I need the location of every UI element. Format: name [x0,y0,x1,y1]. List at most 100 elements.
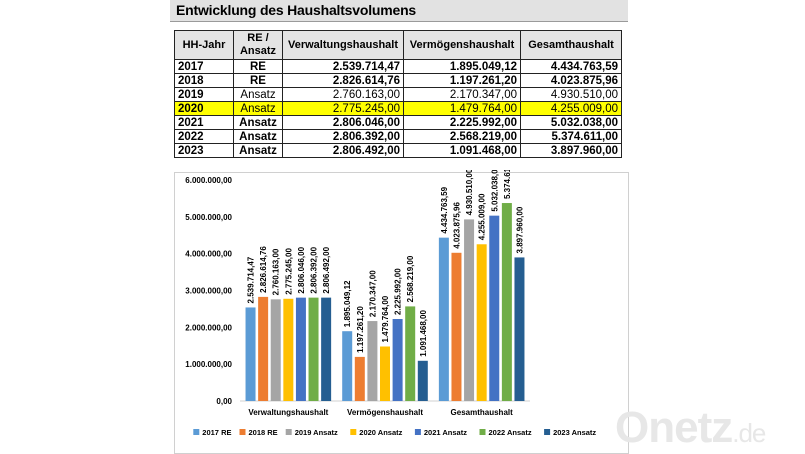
y-tick-label: 6.000.000,00 [185,176,232,185]
table-header-row: HH-Jahr RE / Ansatz Verwaltungshaushalt … [174,30,622,60]
table-row-highlighted: 2020 Ansatz 2.775.245,00 1.479.764,00 4.… [174,101,622,116]
data-label: 2.826.614,76 [259,246,268,293]
data-label: 5.032.038,00 [490,170,499,212]
cell-gesamt: 5.032.038,00 [520,115,622,130]
data-label: 1.479.764,00 [381,295,390,342]
x-category-label: Verwaltungshaushalt [248,408,328,417]
legend-swatch [544,429,551,435]
data-label: 2.775.245,00 [284,248,293,295]
y-tick-label: 3.000.000,00 [185,287,232,296]
bar [245,307,256,401]
cell-vermoegen: 2.568.219,00 [403,129,521,144]
legend-entry: 2022 Ansatz [489,428,532,437]
data-label: 5.374.611,00 [503,170,512,199]
cell-gesamt: 4.434.763,59 [520,59,622,74]
legend-swatch [193,429,200,435]
cell-vermoegen: 1.895.049,12 [403,59,521,74]
cell-type: Ansatz [233,87,283,102]
cell-year: 2021 [174,115,234,130]
data-label: 2.539.714,47 [247,256,256,303]
data-label: 4.434.763,59 [440,186,449,233]
cell-gesamt: 3.897.960,00 [520,143,622,158]
data-label: 4.930.510,00 [465,170,474,215]
table-row: 2018 RE 2.826.614,76 1.197.261,20 4.023.… [174,73,622,88]
bar [354,356,365,401]
bar [258,296,269,401]
bar [451,252,462,401]
spreadsheet-view: Entwicklung des Haushaltsvolumens HH-Jah… [170,0,629,454]
header-year: HH-Jahr [174,30,234,60]
bar [380,346,390,401]
data-label: 1.197.261,20 [356,306,365,353]
y-tick-label: 2.000.000,00 [185,323,232,332]
data-label: 2.225.992,00 [394,268,403,315]
bar [321,297,332,401]
cell-type: Ansatz [233,115,283,130]
bar [464,219,475,401]
cell-verwaltung: 2.760.163,00 [282,87,404,102]
cell-type: Ansatz [233,129,283,144]
cell-gesamt: 4.255.009,00 [520,101,622,116]
table-row: 2021 Ansatz 2.806.046,00 2.225.992,00 5.… [174,115,622,130]
title-bar: Entwicklung des Haushaltsvolumens [170,0,628,22]
legend-entry: 2017 RE [202,428,231,437]
bar [308,297,319,401]
cell-year: 2022 [174,129,234,144]
cell-gesamt: 4.930.510,00 [520,87,622,102]
cell-year: 2023 [174,143,234,158]
bar [283,298,294,401]
header-type: RE / Ansatz [233,30,283,60]
table-row: 2022 Ansatz 2.806.392,00 2.568.219,00 5.… [174,129,622,144]
header-vermoegenshaushalt: Vermögenshaushalt [403,30,521,60]
legend-swatch [239,429,246,435]
header-verwaltungshaushalt: Verwaltungshaushalt [282,30,404,60]
bar [489,215,500,401]
x-category-label: Vermögenshaushalt [347,408,423,417]
cell-vermoegen: 1.197.261,20 [403,73,521,88]
header-gesamthaushalt: Gesamthaushalt [520,30,622,60]
data-label: 4.023.875,96 [452,202,461,249]
legend-swatch [414,429,421,435]
cell-verwaltung: 2.775.245,00 [282,101,404,116]
watermark-logo: Onetz.de [615,403,766,453]
legend-entry: 2023 Ansatz [553,428,596,437]
table-row: 2023 Ansatz 2.806.492,00 1.091.468,00 3.… [174,143,622,158]
bar [367,321,378,401]
bar [392,319,403,401]
data-label: 2.806.046,00 [297,246,306,293]
data-label: 2.806.392,00 [310,246,319,293]
budget-table: HH-Jahr RE / Ansatz Verwaltungshaushalt … [174,30,622,158]
watermark-suffix: .de [732,418,766,448]
cell-verwaltung: 2.539.714,47 [282,59,404,74]
cell-verwaltung: 2.806.392,00 [282,129,404,144]
page-title: Entwicklung des Haushaltsvolumens [176,2,417,18]
legend-swatch [285,429,292,435]
data-label: 1.895.049,12 [343,280,352,327]
bar [295,297,306,401]
data-label: 1.091.468,00 [419,310,428,357]
watermark-main: Onetz [615,403,733,452]
x-category-label: Gesamthaushalt [451,408,514,417]
bar [270,299,281,401]
y-tick-label: 5.000.000,00 [185,213,232,222]
y-tick-label: 4.000.000,00 [185,250,232,259]
cell-year: 2020 [174,101,234,116]
cell-type: RE [233,59,283,74]
table-row: 2017 RE 2.539.714,47 1.895.049,12 4.434.… [174,59,622,74]
legend-entry: 2020 Ansatz [359,428,402,437]
cell-vermoegen: 1.479.764,00 [403,101,521,116]
y-tick-label: 0,00 [216,397,232,406]
bar [342,331,353,401]
cell-type: Ansatz [233,101,283,116]
cell-verwaltung: 2.806.492,00 [282,143,404,158]
cell-type: Ansatz [233,143,283,158]
data-label: 4.255.009,00 [478,193,487,240]
cell-year: 2017 [174,59,234,74]
y-tick-label: 1.000.000,00 [185,360,232,369]
cell-vermoegen: 1.091.468,00 [403,143,521,158]
cell-verwaltung: 2.806.046,00 [282,115,404,130]
cell-gesamt: 4.023.875,96 [520,73,622,88]
data-label: 2.806.492,00 [322,246,331,293]
cell-year: 2019 [174,87,234,102]
legend-entry: 2018 RE [249,428,278,437]
